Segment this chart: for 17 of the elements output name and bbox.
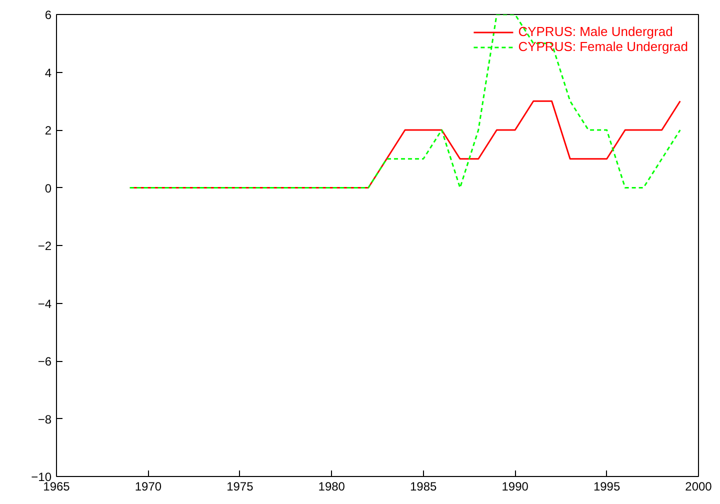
y-tick-label: 4 (44, 66, 52, 80)
y-tick-label: −6 (38, 354, 52, 368)
x-tick-label: 1995 (593, 480, 620, 494)
y-tick-label: −2 (38, 239, 52, 253)
y-tick-label: 6 (44, 8, 52, 22)
x-tick-label: 2000 (685, 480, 712, 494)
legend-label: CYPRUS: Female Undergrad (518, 39, 688, 54)
legend-label: CYPRUS: Male Undergrad (518, 24, 673, 39)
x-tick-label: 1985 (410, 480, 438, 494)
y-tick-label: 2 (44, 124, 52, 138)
x-tick-label: 1990 (502, 480, 529, 494)
y-tick-label: 0 (44, 181, 52, 196)
x-tick-label: 1980 (318, 480, 346, 494)
y-tick-label: −4 (38, 296, 52, 311)
x-tick-label: 1975 (226, 480, 254, 494)
y-tick-label: −8 (38, 412, 52, 426)
x-tick-label: 1970 (134, 480, 162, 494)
